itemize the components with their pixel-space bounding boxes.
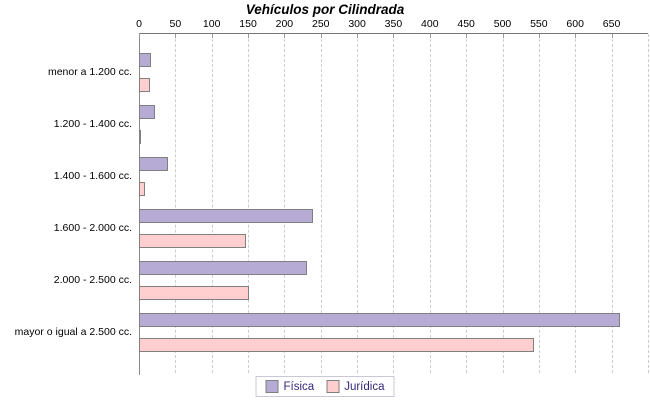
- gridline: [539, 34, 540, 373]
- legend-item-fisica: Física: [265, 380, 315, 393]
- category-label: mayor o igual a 2.500 cc.: [14, 326, 132, 338]
- x-tick: [466, 34, 467, 38]
- gridline: [357, 34, 358, 373]
- bar-jurídica-3: [139, 234, 246, 248]
- x-tick-label: 500: [493, 18, 512, 30]
- x-tick: [212, 34, 213, 38]
- bar-jurídica-0: [139, 78, 150, 92]
- x-tick-label: 200: [275, 18, 294, 30]
- x-tick-label: 550: [530, 18, 548, 30]
- x-tick: [175, 34, 176, 38]
- legend-item-juridica: Jurídica: [326, 380, 384, 393]
- category-label: 1.600 - 2.000 cc.: [53, 222, 132, 234]
- legend: Física Jurídica: [255, 376, 395, 397]
- gridline: [648, 34, 649, 373]
- x-tick-label: 600: [566, 18, 584, 30]
- category-label: 1.400 - 1.600 cc.: [53, 170, 132, 182]
- bar-jurídica-2: [139, 182, 145, 196]
- x-tick: [575, 34, 576, 38]
- x-tick: [539, 34, 540, 38]
- y-axis-line: [139, 33, 140, 375]
- x-tick-label: 450: [457, 18, 475, 30]
- x-tick: [430, 34, 431, 38]
- legend-label-juridica: Jurídica: [344, 380, 385, 393]
- bar-jurídica-5: [139, 338, 534, 352]
- fisica-swatch-icon: [265, 380, 279, 393]
- gridline: [503, 34, 504, 373]
- gridline: [466, 34, 467, 373]
- x-tick-label: 0: [136, 18, 142, 30]
- x-tick-label: 250: [311, 18, 330, 30]
- juridica-swatch-icon: [326, 380, 340, 393]
- gridline: [575, 34, 576, 373]
- x-axis-line: [139, 33, 648, 34]
- bar-física-4: [139, 261, 307, 275]
- x-tick-label: 50: [169, 18, 182, 30]
- gridline: [430, 34, 431, 373]
- gridline: [612, 34, 613, 373]
- x-tick-label: 650: [602, 18, 621, 30]
- x-tick: [612, 34, 613, 38]
- x-tick: [357, 34, 358, 38]
- x-tick: [503, 34, 504, 38]
- chart-title: Vehículos por Cilindrada: [245, 2, 405, 17]
- gridline: [175, 34, 176, 373]
- bar-jurídica-4: [139, 286, 249, 300]
- x-tick-label: 150: [239, 18, 257, 30]
- gridline: [321, 34, 322, 373]
- category-label: 1.200 - 1.400 cc.: [53, 118, 132, 130]
- x-tick: [393, 34, 394, 38]
- x-tick: [248, 34, 249, 38]
- x-tick: [139, 34, 140, 38]
- bar-física-0: [139, 53, 151, 67]
- gridline: [212, 34, 213, 373]
- x-tick: [284, 34, 285, 38]
- x-tick: [321, 34, 322, 38]
- x-tick-label: 400: [421, 18, 439, 30]
- legend-label-fisica: Física: [283, 380, 315, 393]
- gridline: [248, 34, 249, 373]
- bar-física-5: [139, 313, 620, 327]
- bar-física-2: [139, 157, 168, 171]
- gridline: [284, 34, 285, 373]
- category-label: menor a 1.200 cc.: [47, 66, 132, 78]
- bar-física-1: [139, 105, 155, 119]
- x-tick-label: 300: [348, 18, 366, 30]
- x-tick-label: 350: [384, 18, 403, 30]
- bar-física-3: [139, 209, 313, 223]
- gridline: [393, 34, 394, 373]
- bar-jurídica-1: [139, 130, 141, 144]
- category-label: 2.000 - 2.500 cc.: [53, 274, 132, 286]
- x-tick-label: 100: [202, 18, 221, 30]
